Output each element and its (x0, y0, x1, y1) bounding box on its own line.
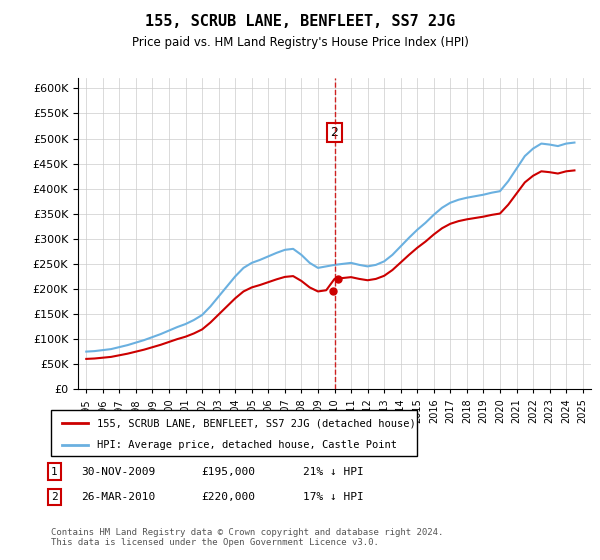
Text: 26-MAR-2010: 26-MAR-2010 (81, 492, 155, 502)
Text: 21% ↓ HPI: 21% ↓ HPI (303, 466, 364, 477)
Text: 1: 1 (51, 466, 58, 477)
Text: HPI: Average price, detached house, Castle Point: HPI: Average price, detached house, Cast… (97, 440, 397, 450)
Text: Contains HM Land Registry data © Crown copyright and database right 2024.
This d: Contains HM Land Registry data © Crown c… (51, 528, 443, 547)
Text: 155, SCRUB LANE, BENFLEET, SS7 2JG (detached house): 155, SCRUB LANE, BENFLEET, SS7 2JG (deta… (97, 418, 415, 428)
Text: £195,000: £195,000 (201, 466, 255, 477)
Text: £220,000: £220,000 (201, 492, 255, 502)
Text: 17% ↓ HPI: 17% ↓ HPI (303, 492, 364, 502)
Text: 155, SCRUB LANE, BENFLEET, SS7 2JG: 155, SCRUB LANE, BENFLEET, SS7 2JG (145, 14, 455, 29)
Text: 2: 2 (331, 126, 338, 139)
FancyBboxPatch shape (51, 410, 417, 456)
Text: Price paid vs. HM Land Registry's House Price Index (HPI): Price paid vs. HM Land Registry's House … (131, 36, 469, 49)
Text: 2: 2 (51, 492, 58, 502)
Text: 30-NOV-2009: 30-NOV-2009 (81, 466, 155, 477)
